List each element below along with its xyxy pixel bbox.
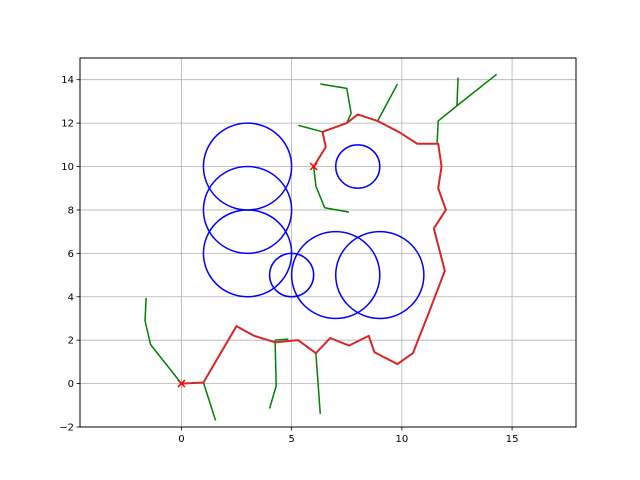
obstacle-circle xyxy=(290,230,381,320)
tree-branch xyxy=(275,338,289,341)
tree-branch xyxy=(315,353,322,415)
y-tick-label: 0 xyxy=(68,379,74,390)
y-tick-label: 8 xyxy=(68,205,74,216)
y-tick-label: 4 xyxy=(68,292,74,303)
grid xyxy=(80,58,576,428)
tree-branch xyxy=(268,340,277,409)
obstacle-circle xyxy=(334,230,425,320)
obstacle-circles xyxy=(202,122,425,320)
x-tick-label: 0 xyxy=(178,434,184,445)
tree-branch xyxy=(298,124,323,133)
y-tick-label: −2 xyxy=(59,423,74,434)
markers xyxy=(177,162,318,388)
tree-branch xyxy=(320,83,352,124)
path-polyline xyxy=(181,113,447,385)
tree-branch xyxy=(456,73,498,107)
tree-branch xyxy=(144,297,182,385)
x-marker-stroke xyxy=(309,162,318,171)
path-line xyxy=(181,113,447,385)
plot-frame xyxy=(79,57,577,428)
y-tick-label: 6 xyxy=(68,249,74,260)
obstacle-circle xyxy=(202,165,293,255)
tree-branch xyxy=(202,382,217,421)
x-tick-label: 5 xyxy=(288,434,294,445)
y-tick-label: 2 xyxy=(68,336,74,347)
tree-branch xyxy=(312,166,350,213)
x-tick-label: 15 xyxy=(506,434,519,445)
x-marker-stroke xyxy=(177,379,186,388)
tree-branch xyxy=(376,83,399,122)
tick-marks: 0 5 10 15 −2 0 2 4 6 8 10 12 14 xyxy=(59,75,518,445)
y-tick-label: 10 xyxy=(61,162,74,173)
obstacle-circle xyxy=(268,252,315,298)
obstacle-circle xyxy=(334,144,381,189)
tree-branch xyxy=(436,77,459,143)
y-tick-label: 14 xyxy=(61,75,74,86)
tree-branches xyxy=(144,73,498,421)
x-tick-label: 10 xyxy=(395,434,408,445)
y-tick-label: 12 xyxy=(61,119,74,130)
